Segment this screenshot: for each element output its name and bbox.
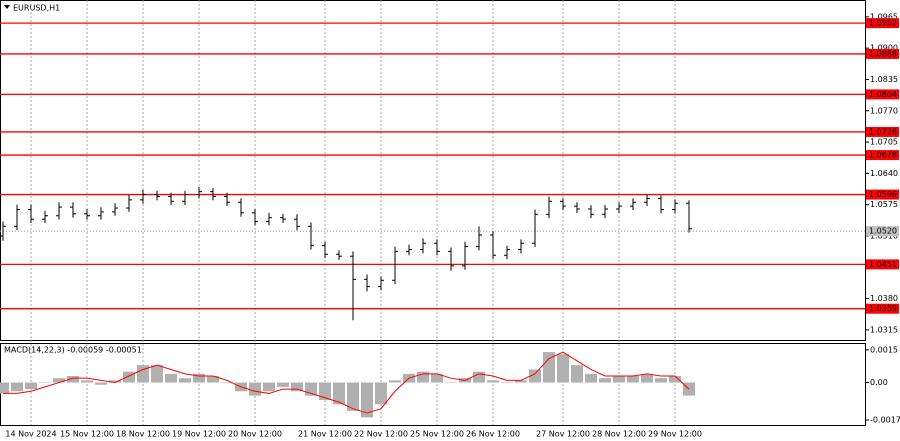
last-price-tag	[866, 226, 899, 237]
macd-bar	[585, 373, 597, 383]
macd-bar	[501, 382, 513, 384]
macd-bar	[81, 380, 93, 383]
macd-bar	[571, 365, 583, 383]
level-tag	[866, 150, 899, 161]
y-tick-label: 1.0640	[870, 169, 898, 178]
x-tick-label: 18 Nov 12:00	[116, 430, 170, 439]
macd-bar	[557, 354, 569, 383]
macd-bar	[221, 382, 233, 384]
level-tag	[866, 89, 899, 100]
macd-bar	[487, 380, 499, 383]
y-tick-label: 0.0015	[870, 345, 898, 354]
level-tag	[866, 48, 899, 59]
y-tick-label: 1.0965	[870, 12, 898, 21]
macd-bar	[613, 376, 625, 383]
level-label: 1.0451	[869, 260, 897, 269]
macd-bar	[515, 380, 527, 383]
macd-bar	[389, 380, 401, 383]
macd-bar	[669, 376, 681, 383]
macd-bar	[627, 376, 639, 383]
macd-bar	[123, 371, 135, 383]
y-tick-label: 1.0835	[870, 75, 898, 84]
macd-bar	[655, 378, 667, 383]
macd-bar	[109, 380, 121, 383]
y-tick-label: 0.00	[870, 378, 888, 387]
level-tag	[866, 259, 899, 270]
y-tick-label: 1.0315	[870, 325, 898, 334]
x-tick-label: 28 Nov 12:00	[592, 430, 646, 439]
macd-bar	[263, 382, 275, 392]
y-tick-label: -0.00172	[870, 415, 900, 424]
macd-bar	[445, 382, 457, 384]
macd-bar	[95, 382, 107, 385]
price-panel	[0, 0, 866, 341]
x-tick-label: 27 Nov 12:00	[536, 430, 590, 439]
macd-bar	[25, 382, 37, 390]
level-label: 1.0359	[869, 304, 897, 313]
y-tick-label: 1.0900	[870, 44, 898, 53]
macd-bar	[417, 371, 429, 383]
level-tag	[866, 189, 899, 200]
macd-bar	[319, 382, 331, 400]
macd-bar	[67, 376, 79, 383]
x-tick-label: 15 Nov 12:00	[60, 430, 114, 439]
macd-bar	[53, 378, 65, 383]
x-tick-label: 29 Nov 12:00	[648, 430, 702, 439]
macd-bar	[641, 373, 653, 383]
macd-bar	[431, 373, 443, 383]
level-tag	[866, 18, 899, 29]
macd-bar	[151, 365, 163, 383]
level-label: 1.0596	[869, 190, 897, 199]
signal-line	[3, 351, 690, 414]
macd-bar	[207, 376, 219, 383]
macd-bar	[193, 373, 205, 383]
macd-bar	[347, 382, 359, 411]
y-tick-label: 1.0380	[870, 294, 898, 303]
macd-bar	[39, 382, 51, 384]
chart-title: EURUSD,H1	[13, 4, 60, 13]
macd-bar	[529, 369, 541, 383]
macd-bar	[0, 382, 9, 394]
macd-panel	[0, 343, 866, 426]
x-tick-label: 19 Nov 12:00	[172, 430, 226, 439]
macd-bar	[473, 371, 485, 383]
macd-bar	[361, 382, 373, 418]
macd-bar	[249, 382, 261, 396]
x-tick-label: 14 Nov 2024	[5, 430, 56, 439]
macd-bar	[137, 365, 149, 383]
y-tick-label: 1.0575	[870, 200, 898, 209]
y-tick-label: 1.0705	[870, 138, 898, 147]
macd-bar	[375, 382, 387, 405]
macd-title: MACD(14,22,3) -0.00059 -0.00051	[4, 346, 142, 355]
macd-bar	[277, 382, 289, 387]
x-tick-label: 26 Nov 12:00	[466, 430, 520, 439]
x-tick-label: 21 Nov 12:00	[298, 430, 352, 439]
last-price-label: 1.0520	[869, 227, 897, 236]
macd-bar	[11, 382, 23, 392]
macd-bar	[333, 382, 345, 405]
menu-arrow	[4, 5, 10, 9]
level-label: 1.0804	[869, 90, 897, 99]
x-tick-label: 22 Nov 12:00	[354, 430, 408, 439]
level-label: 1.0726	[869, 127, 897, 136]
macd-bar	[165, 373, 177, 383]
level-tag	[866, 126, 899, 137]
macd-bar	[599, 378, 611, 383]
level-label: 1.0678	[869, 151, 897, 160]
level-label: 1.0952	[869, 19, 897, 28]
macd-bar	[543, 352, 555, 383]
macd-bar	[291, 382, 303, 392]
macd-bar	[179, 378, 191, 383]
level-label: 1.0888	[869, 49, 897, 58]
x-tick-label: 20 Nov 12:00	[228, 430, 282, 439]
level-tag	[866, 303, 899, 314]
x-tick-label: 25 Nov 12:00	[410, 430, 464, 439]
y-tick-label: 1.0770	[870, 106, 898, 115]
